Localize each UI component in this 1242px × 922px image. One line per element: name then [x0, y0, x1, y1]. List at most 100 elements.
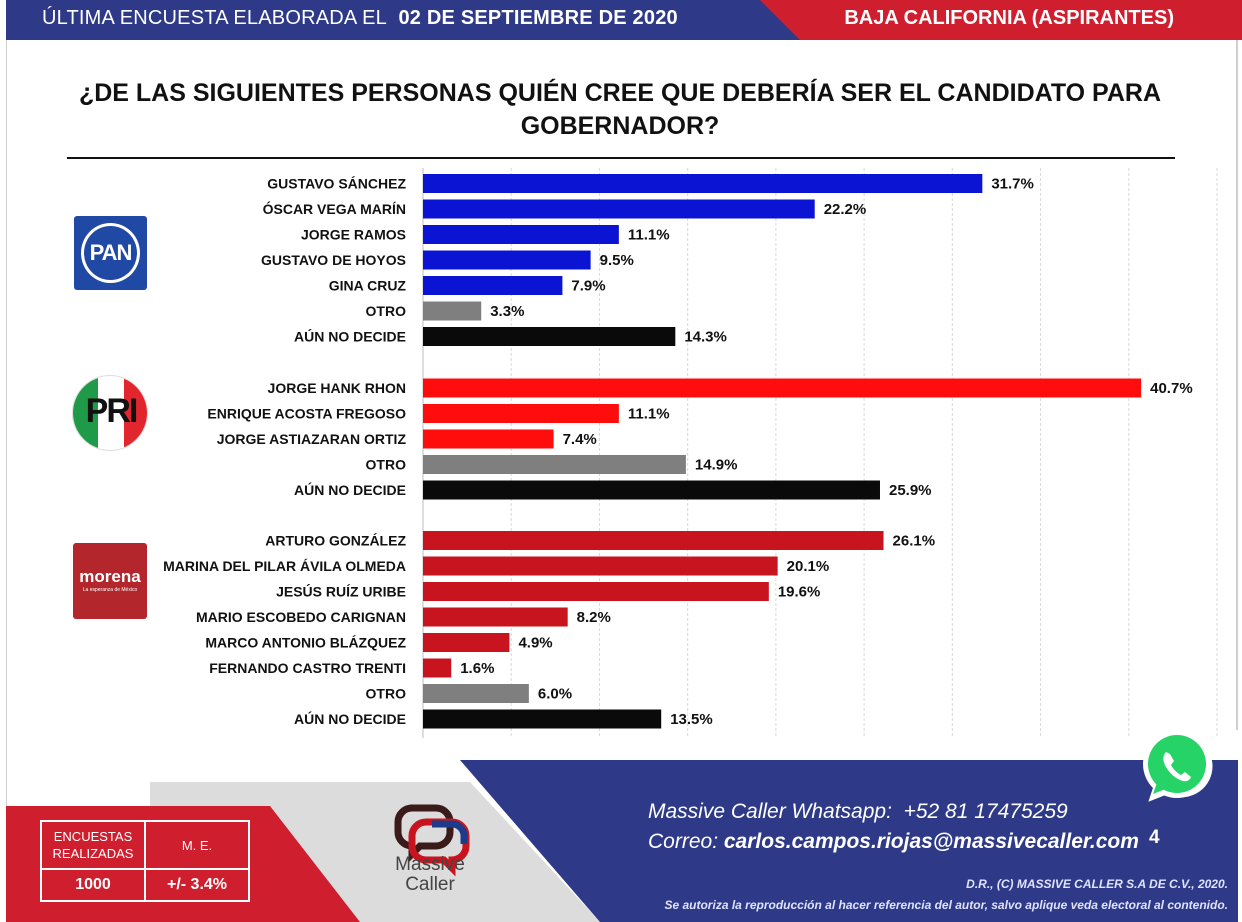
- email-address[interactable]: carlos.campos.riojas@massivecaller.com: [723, 830, 1139, 853]
- title-divider: [67, 157, 1175, 159]
- bar: [423, 301, 482, 321]
- data-label: 4.9%: [518, 635, 552, 652]
- bar: [423, 225, 619, 244]
- data-label: 19.6%: [778, 584, 821, 601]
- data-label: 7.9%: [571, 278, 605, 295]
- pan-logo-text: PAN: [81, 223, 140, 283]
- category-label: AÚN NO DECIDE: [294, 328, 406, 345]
- bar: [423, 250, 591, 270]
- footer-red-shape: [6, 806, 360, 922]
- data-label: 40.7%: [1150, 380, 1193, 397]
- data-label: 25.9%: [889, 482, 932, 499]
- category-label: JESÚS RUÍZ URIBE: [276, 583, 406, 600]
- whatsapp-line: Massive Caller Whatsapp: +52 81 17475259: [648, 797, 1139, 827]
- whatsapp-icon[interactable]: [1136, 726, 1218, 808]
- category-label: FERNANDO CASTRO TRENTI: [209, 660, 406, 676]
- pri-logo-text: PRI: [85, 392, 139, 430]
- category-label: ARTURO GONZÁLEZ: [265, 533, 406, 549]
- category-label: MARCO ANTONIO BLÁZQUEZ: [205, 635, 406, 651]
- bar: [423, 633, 510, 652]
- category-label: JORGE HANK RHON: [268, 380, 406, 396]
- data-label: 14.3%: [684, 329, 727, 346]
- data-label: 3.3%: [490, 303, 524, 320]
- frame-left: [6, 40, 7, 810]
- legal-line-1: D.R., (C) MASSIVE CALLER S.A DE C.V., 20…: [966, 877, 1228, 891]
- bar: [423, 684, 529, 703]
- brand-name-line2: Caller: [405, 874, 455, 895]
- data-label: 7.4%: [563, 431, 597, 448]
- data-label: 6.0%: [538, 686, 572, 703]
- pan-logo: PAN: [74, 216, 147, 290]
- category-label: MARINA DEL PILAR ÁVILA OLMEDA: [163, 558, 406, 574]
- survey-date: 02 DE SEPTIEMBRE DE 2020: [398, 7, 678, 29]
- category-label: AÚN NO DECIDE: [294, 481, 406, 498]
- category-label: OTRO: [366, 457, 407, 473]
- footer-legal: D.R., (C) MASSIVE CALLER S.A DE C.V., 20…: [664, 874, 1228, 916]
- category-label: GINA CRUZ: [329, 278, 407, 294]
- pri-logo-red: [124, 376, 147, 450]
- bar: [423, 404, 619, 423]
- category-label: JORGE RAMOS: [301, 227, 406, 243]
- morena-logo-text: morena: [79, 567, 141, 586]
- data-label: 22.2%: [824, 201, 867, 218]
- data-label: 1.6%: [460, 660, 494, 677]
- data-label: 11.1%: [628, 227, 670, 244]
- question-title: ¿DE LAS SIGUIENTES PERSONAS QUIÉN CREE Q…: [78, 79, 1162, 140]
- category-label: GUSTAVO SÁNCHEZ: [267, 176, 406, 192]
- frame-right: [1236, 40, 1238, 730]
- bar: [423, 276, 563, 295]
- bar: [423, 199, 815, 219]
- footer-contact: Massive Caller Whatsapp: +52 81 17475259…: [648, 797, 1139, 857]
- stat-header-surveys: ENCUESTAS REALIZADAS: [42, 822, 146, 870]
- legal-line-2: Se autoriza la reproducción al hacer ref…: [664, 898, 1228, 912]
- bar: [423, 556, 778, 576]
- survey-date-label: ÚLTIMA ENCUESTA ELABORADA EL 02 DE SEPTI…: [42, 7, 678, 30]
- bar-chart: GUSTAVO SÁNCHEZ 31.7% ÓSCAR VEGA MARÍN 22.2…: [163, 168, 1218, 738]
- bar: [423, 378, 1142, 398]
- stat-value-surveys: 1000: [42, 870, 146, 900]
- bar: [423, 327, 676, 346]
- survey-stats-table: ENCUESTAS REALIZADAS M. E. 1000 +/- 3.4%: [40, 820, 250, 902]
- bar: [423, 709, 662, 729]
- morena-logo: morena La esperanza de México: [73, 543, 147, 619]
- data-label: 9.5%: [600, 252, 634, 269]
- header-red-accent: [760, 0, 1242, 40]
- whatsapp-number: +52 81 17475259: [903, 800, 1068, 823]
- category-label: ENRIQUE ACOSTA FREGOSO: [207, 406, 406, 422]
- email-label: Correo:: [648, 830, 719, 853]
- survey-date-prefix: ÚLTIMA ENCUESTA ELABORADA EL: [42, 7, 387, 29]
- whatsapp-label: Massive Caller Whatsapp:: [648, 800, 892, 823]
- category-label: GUSTAVO DE HOYOS: [261, 252, 406, 268]
- stat-value-margin: +/- 3.4%: [166, 876, 228, 893]
- pri-logo-green: [73, 376, 98, 450]
- bar: [423, 174, 983, 193]
- brand-name-line1: Massive: [395, 854, 465, 875]
- footer-blue-shape: [460, 760, 1238, 922]
- bar: [423, 531, 884, 550]
- data-label: 13.5%: [670, 711, 713, 728]
- bar: [423, 607, 568, 627]
- data-label: 20.1%: [787, 558, 830, 575]
- pri-logo: PRI: [72, 375, 148, 451]
- morena-logo-tagline: La esperanza de México: [82, 587, 138, 593]
- region-label: BAJA CALIFORNIA (ASPIRANTES): [844, 7, 1174, 29]
- category-label: AÚN NO DECIDE: [294, 710, 406, 727]
- bar: [423, 429, 554, 449]
- stat-header-margin: M. E.: [146, 822, 248, 870]
- bar: [423, 658, 452, 678]
- page-number: 4: [1149, 827, 1160, 848]
- massive-caller-logo-icon: [394, 804, 470, 877]
- data-label: 14.9%: [695, 457, 738, 474]
- data-label: 8.2%: [577, 609, 611, 626]
- email-line: Correo: carlos.campos.riojas@massivecall…: [648, 827, 1139, 857]
- category-label: MARIO ESCOBEDO CARIGNAN: [196, 609, 406, 625]
- category-label: JORGE ASTIAZARAN ORTIZ: [217, 431, 407, 447]
- brand-name: Massive Caller: [380, 855, 480, 895]
- category-label: ÓSCAR VEGA MARÍN: [263, 200, 406, 217]
- bar: [423, 480, 880, 500]
- data-label: 31.7%: [991, 176, 1034, 193]
- data-label: 11.1%: [628, 406, 670, 423]
- data-label: 26.1%: [893, 533, 936, 550]
